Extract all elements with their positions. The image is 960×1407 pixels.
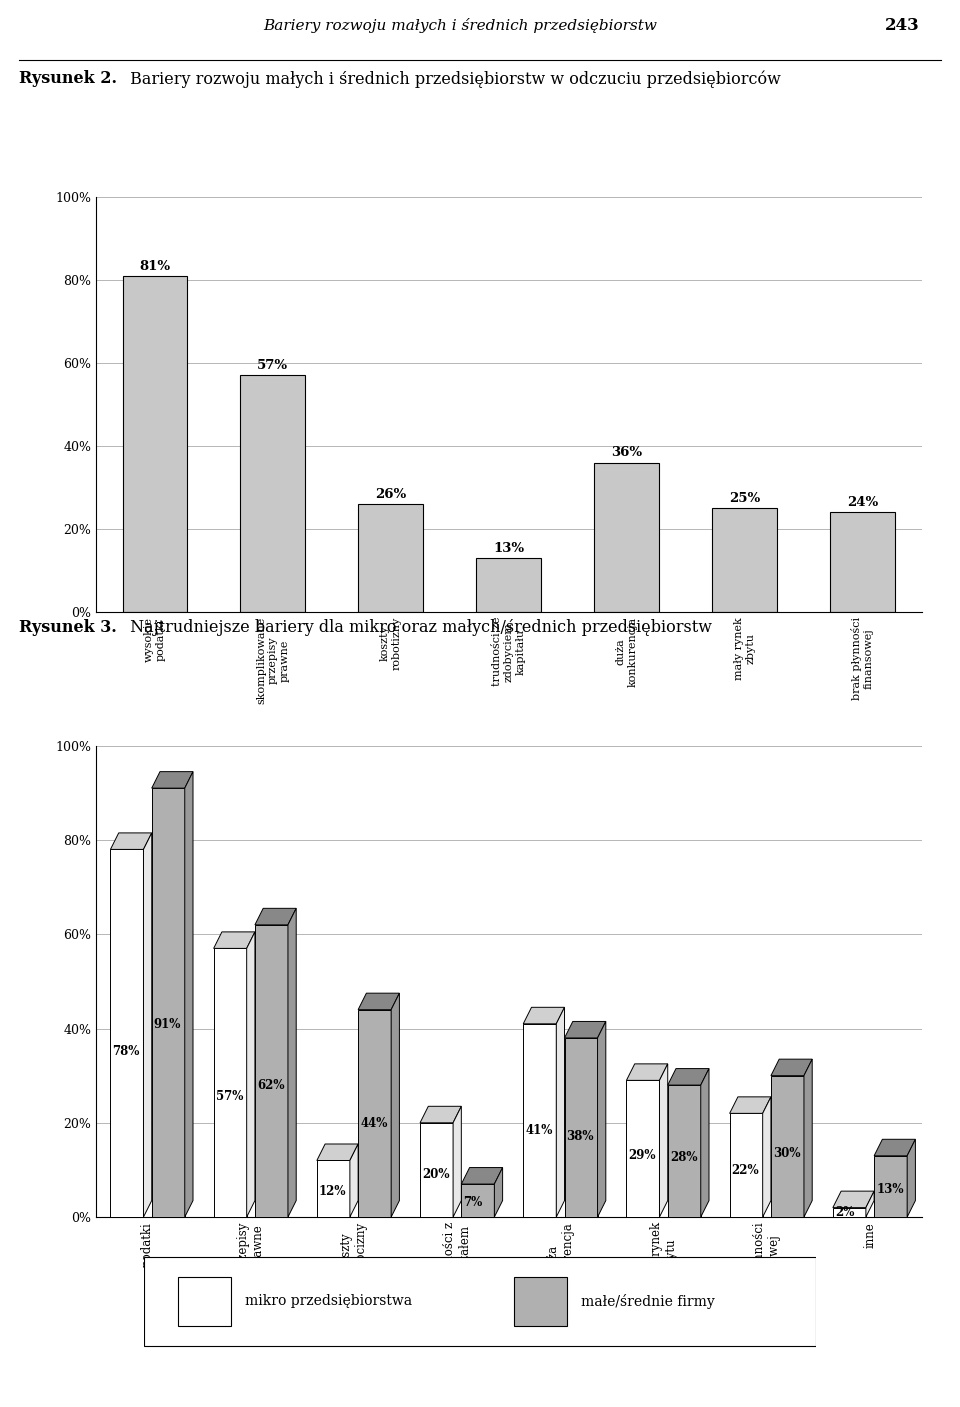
Polygon shape — [730, 1097, 771, 1113]
Polygon shape — [668, 1068, 709, 1085]
Polygon shape — [317, 1144, 358, 1161]
Polygon shape — [556, 1007, 564, 1217]
Text: małe/średnie firmy: małe/średnie firmy — [581, 1294, 714, 1309]
Polygon shape — [358, 993, 399, 1010]
Text: 91%: 91% — [154, 1017, 181, 1030]
Text: 26%: 26% — [375, 488, 406, 501]
Text: 28%: 28% — [670, 1151, 697, 1164]
Text: 20%: 20% — [422, 1168, 449, 1180]
Text: Najtrudniejsze bariery dla mikro oraz małych/średnich przedsiębiorstw: Najtrudniejsze bariery dla mikro oraz ma… — [125, 619, 712, 636]
Polygon shape — [494, 1168, 503, 1217]
Text: 29%: 29% — [629, 1150, 656, 1162]
Text: 25%: 25% — [729, 492, 760, 505]
Polygon shape — [866, 1192, 875, 1217]
Polygon shape — [255, 924, 288, 1217]
Polygon shape — [420, 1106, 462, 1123]
Polygon shape — [358, 1010, 391, 1217]
Polygon shape — [214, 931, 255, 948]
Polygon shape — [255, 909, 297, 924]
Text: 44%: 44% — [360, 1117, 388, 1130]
Text: 13%: 13% — [493, 542, 524, 554]
Polygon shape — [668, 1085, 701, 1217]
Text: Rysunek 3.: Rysunek 3. — [19, 619, 117, 636]
Text: 41%: 41% — [525, 1124, 553, 1137]
Text: 62%: 62% — [257, 1079, 284, 1092]
Text: 243: 243 — [885, 17, 920, 34]
Polygon shape — [762, 1097, 771, 1217]
Polygon shape — [391, 993, 399, 1217]
Polygon shape — [247, 931, 255, 1217]
Polygon shape — [152, 771, 193, 788]
Polygon shape — [288, 909, 297, 1217]
Bar — [476, 559, 541, 612]
Text: 78%: 78% — [112, 1045, 140, 1058]
Bar — [830, 512, 895, 612]
Polygon shape — [833, 1192, 875, 1207]
Text: 7%: 7% — [464, 1196, 483, 1209]
Polygon shape — [349, 1144, 358, 1217]
Text: Rysunek 2.: Rysunek 2. — [19, 70, 117, 87]
Text: mikro przedsiębiorstwa: mikro przedsiębiorstwa — [245, 1294, 412, 1309]
Polygon shape — [875, 1140, 916, 1155]
Polygon shape — [523, 1024, 556, 1217]
Text: 36%: 36% — [612, 446, 642, 459]
Text: 2%: 2% — [835, 1206, 854, 1220]
Polygon shape — [453, 1106, 462, 1217]
Polygon shape — [564, 1038, 597, 1217]
Polygon shape — [462, 1185, 494, 1217]
Polygon shape — [597, 1021, 606, 1217]
Polygon shape — [804, 1059, 812, 1217]
Text: 12%: 12% — [319, 1185, 347, 1199]
Polygon shape — [875, 1155, 907, 1217]
Text: 81%: 81% — [139, 259, 171, 273]
Polygon shape — [214, 948, 247, 1217]
Text: 57%: 57% — [216, 1089, 243, 1103]
Polygon shape — [317, 1161, 349, 1217]
Polygon shape — [660, 1064, 668, 1217]
Polygon shape — [523, 1007, 564, 1024]
Text: Bariery rozwoju małych i średnich przedsiębiorstw: Bariery rozwoju małych i średnich przeds… — [263, 18, 657, 32]
Polygon shape — [701, 1068, 709, 1217]
Polygon shape — [143, 833, 152, 1217]
Text: 13%: 13% — [876, 1183, 903, 1196]
Bar — [123, 276, 187, 612]
Text: 24%: 24% — [847, 497, 878, 509]
Text: Bariery rozwoju małych i średnich przedsiębiorstw w odczuciu przedsiębiorców: Bariery rozwoju małych i średnich przeds… — [125, 70, 781, 87]
Polygon shape — [627, 1081, 660, 1217]
Bar — [514, 1278, 567, 1325]
FancyBboxPatch shape — [144, 1258, 816, 1345]
Bar — [358, 504, 423, 612]
Bar — [712, 508, 777, 612]
Polygon shape — [110, 833, 152, 850]
Polygon shape — [152, 788, 184, 1217]
Polygon shape — [184, 771, 193, 1217]
Bar — [178, 1278, 231, 1325]
Text: 57%: 57% — [257, 359, 288, 371]
Bar — [240, 376, 305, 612]
Polygon shape — [420, 1123, 453, 1217]
Polygon shape — [730, 1113, 762, 1217]
Polygon shape — [771, 1059, 812, 1075]
Polygon shape — [907, 1140, 916, 1217]
Polygon shape — [627, 1064, 668, 1081]
Polygon shape — [771, 1075, 804, 1217]
Polygon shape — [833, 1207, 866, 1217]
Text: 22%: 22% — [732, 1164, 759, 1176]
Polygon shape — [564, 1021, 606, 1038]
Polygon shape — [462, 1168, 503, 1185]
Text: 38%: 38% — [566, 1130, 594, 1142]
Polygon shape — [110, 850, 143, 1217]
Text: 30%: 30% — [773, 1147, 801, 1159]
Bar — [594, 463, 660, 612]
